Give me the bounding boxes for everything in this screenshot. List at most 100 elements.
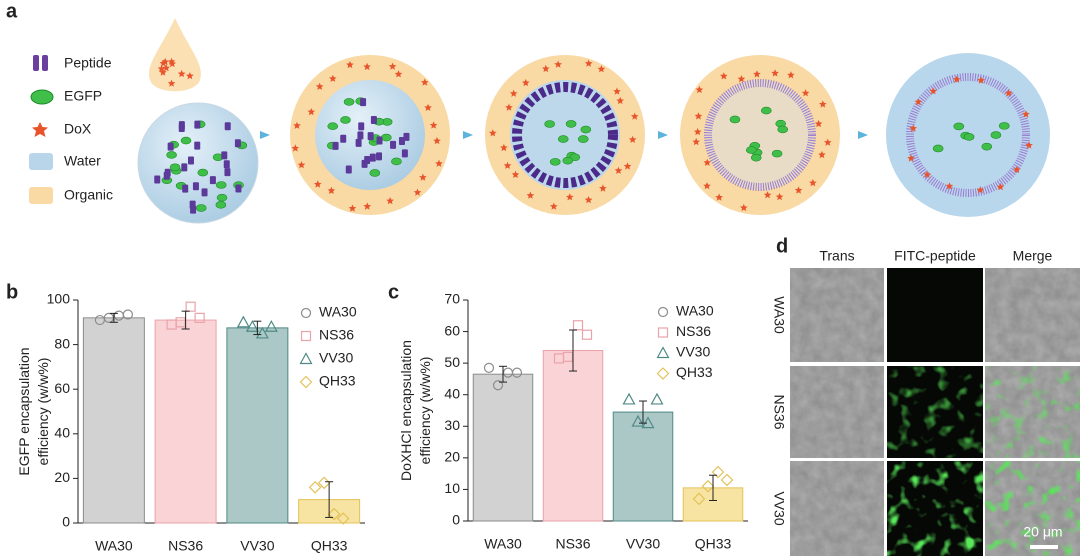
egfp (998, 122, 1010, 130)
dox (996, 183, 1005, 191)
panel-label: a (6, 0, 18, 22)
y-axis-label: EGFP encapsulation efficiency (w/w%) (16, 347, 51, 475)
legend-label: NS36 (319, 327, 354, 343)
y-tick-label: 40 (444, 385, 460, 401)
y-axis-label: DoXHCl encapsulation efficiency (w/w%) (398, 340, 433, 481)
fluorescence (985, 366, 1080, 458)
egfp (544, 120, 555, 128)
dox (952, 75, 961, 83)
peptide (167, 142, 174, 151)
peptide (357, 131, 364, 140)
y-tick-label: 0 (452, 512, 460, 528)
dox (794, 186, 803, 194)
egfp (580, 125, 592, 134)
dox (542, 64, 550, 73)
egfp (195, 204, 207, 212)
dox (945, 182, 954, 190)
y-axis-label-line: DoXHCl encapsulation (398, 340, 414, 481)
dox (424, 103, 432, 111)
dox (613, 87, 621, 95)
y-tick-label: 40 (54, 425, 70, 441)
dox (703, 182, 711, 190)
peptide (192, 182, 199, 191)
dox (363, 202, 372, 210)
y-tick-label: 30 (444, 417, 460, 433)
point (711, 465, 725, 479)
dox (159, 68, 167, 76)
x-tick-label: VV30 (240, 538, 274, 554)
legend-label: DoX (64, 121, 92, 137)
micrographs: Trans FITC-peptide Merge WA30 NS36 VV30 20 μm (771, 248, 1080, 556)
peptide (181, 163, 188, 172)
legend-label: QH33 (676, 364, 713, 380)
peptide (194, 141, 201, 150)
dox (753, 70, 761, 78)
egfp (565, 120, 577, 128)
dox (500, 143, 508, 152)
peptide (376, 152, 383, 161)
point (300, 307, 312, 319)
dox (818, 150, 826, 159)
point (701, 479, 715, 493)
dox (554, 60, 562, 68)
dox (977, 76, 985, 84)
micrograph-texture (985, 268, 1080, 362)
egfp (180, 136, 192, 145)
peptide (194, 120, 201, 129)
egfp (557, 135, 569, 143)
egfp (215, 201, 227, 209)
egfp (963, 133, 975, 141)
peptide (201, 188, 208, 197)
peptide (235, 184, 242, 193)
bar (612, 411, 674, 522)
dox (693, 127, 702, 136)
peptide (345, 165, 352, 174)
y-tick-label: 10 (444, 480, 460, 496)
y-axis-label-line: efficiency (w/w%) (417, 357, 433, 465)
point (483, 362, 495, 373)
dox (550, 202, 558, 210)
legend-label: Organic (64, 187, 113, 203)
dox (584, 59, 593, 67)
dox (348, 204, 357, 212)
point (657, 327, 669, 338)
x-tick-label: QH33 (695, 536, 732, 552)
egfp (729, 115, 741, 124)
egfp (166, 151, 177, 159)
dox (307, 108, 316, 116)
dox (509, 89, 518, 97)
egfp (327, 122, 339, 130)
dox (787, 71, 795, 79)
egfp (953, 122, 965, 131)
y-axis-label-line: EGFP encapsulation (16, 347, 32, 475)
point (336, 512, 350, 525)
dox (394, 70, 403, 78)
dox (720, 72, 728, 80)
y-tick-label: 60 (444, 322, 460, 338)
peptide (401, 149, 408, 158)
dox (386, 197, 394, 205)
dox (177, 69, 186, 78)
egfp (562, 156, 574, 165)
peptide (223, 160, 230, 169)
legend-label: EGFP (64, 88, 102, 104)
point (650, 392, 664, 405)
y-tick-label: 80 (54, 335, 70, 351)
egfp (549, 158, 561, 166)
dox (291, 144, 300, 152)
dox (526, 191, 535, 199)
point (194, 312, 205, 323)
point (122, 309, 133, 320)
fluorescence (887, 461, 983, 556)
egfp (932, 144, 944, 153)
dox (1013, 165, 1021, 173)
bar (472, 373, 534, 522)
panel-label: c (388, 281, 399, 303)
peptide (224, 122, 231, 131)
dox (511, 170, 520, 178)
point (692, 492, 706, 506)
egfp (381, 133, 392, 142)
micrograph-texture (790, 461, 884, 556)
dox (703, 158, 712, 166)
dox (503, 161, 512, 169)
